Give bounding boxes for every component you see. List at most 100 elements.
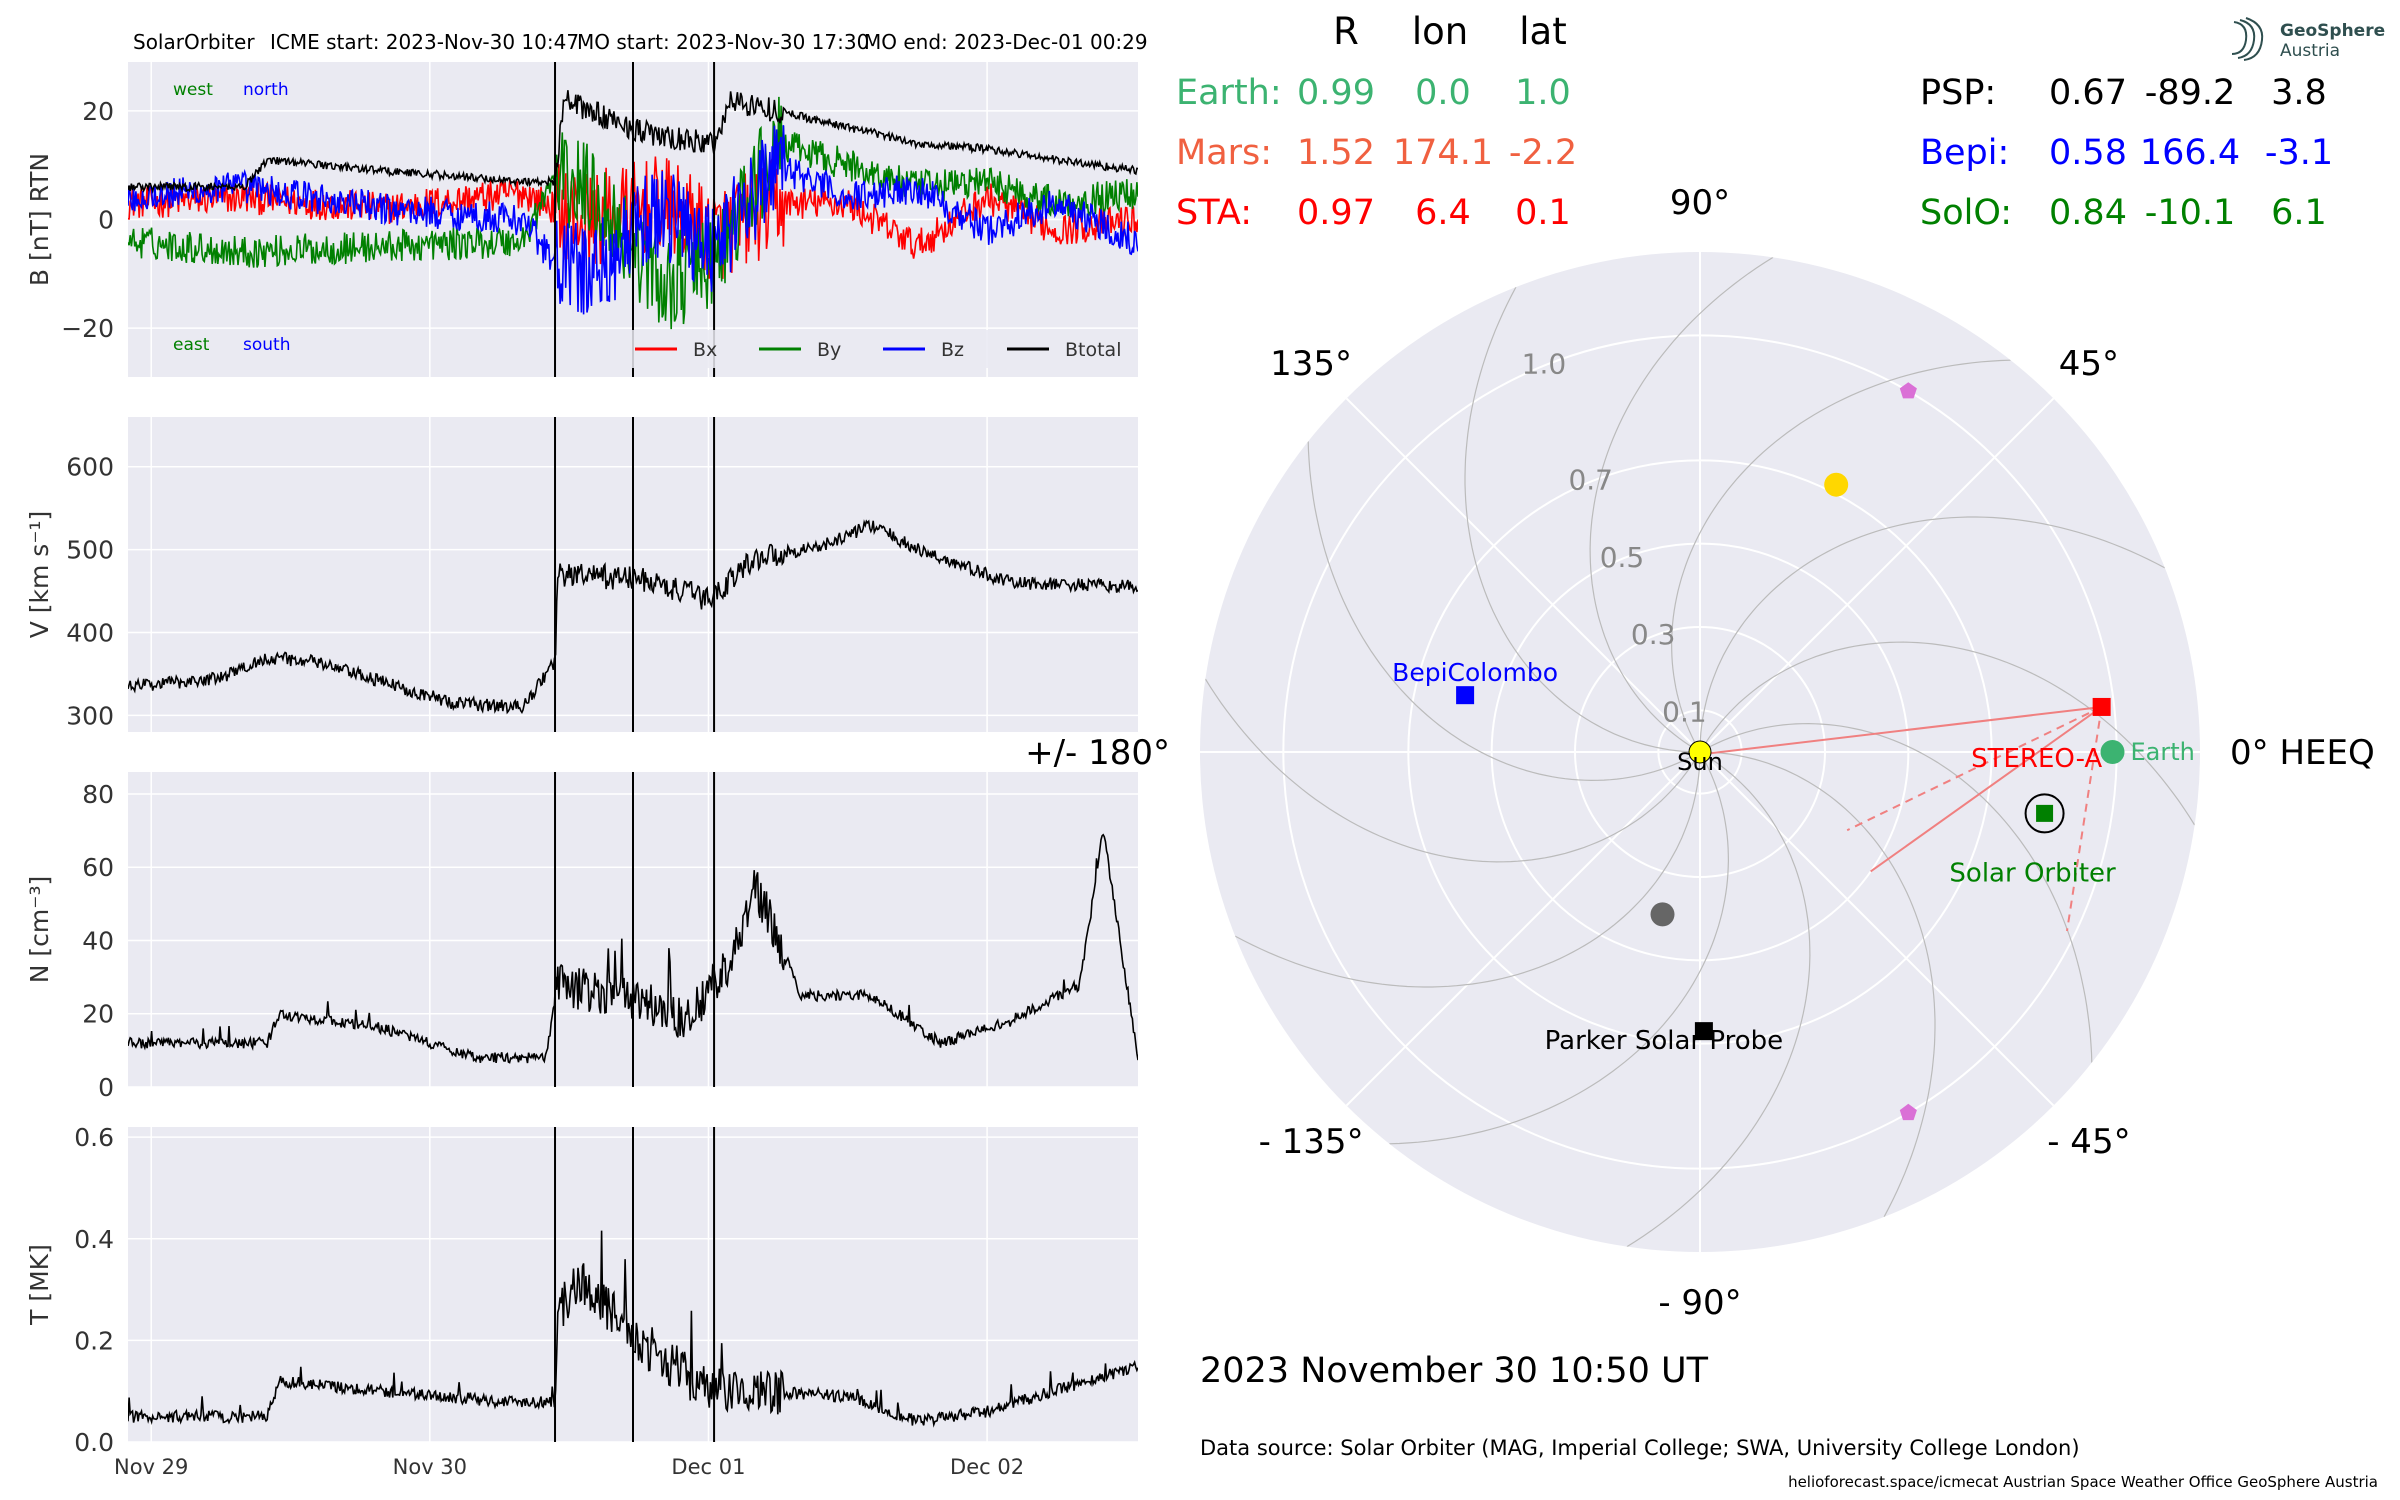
table-lat: -2.2 [1509, 133, 1577, 173]
body-marker-venus [1824, 472, 1849, 497]
parker-spiral-line [1464, 286, 1701, 753]
timeseries-panels: −20 0 20 B [nT] RTN west north east south Bx By Bz… [25, 62, 1138, 1479]
y-axis-label: T [MK] [25, 1244, 54, 1326]
legend-box [628, 330, 1126, 368]
y-tick-label: 400 [66, 619, 114, 648]
table-lat: 3.8 [2271, 73, 2327, 113]
y-axis-label: V [km s⁻¹] [25, 511, 54, 639]
body-marker-parker-solar-probe [1694, 1022, 1713, 1041]
theta-label: - 135° [1259, 1122, 1364, 1162]
y-tick-label: 500 [66, 536, 114, 565]
sta-fov-lines [1708, 705, 2103, 932]
body-marker-sun [1688, 740, 1712, 764]
table-header-lon: lon [1412, 10, 1468, 53]
parker-spiral-line [1699, 751, 1936, 1218]
x-tick-label: Dec 01 [671, 1455, 745, 1479]
y-tick-label: −20 [61, 314, 114, 343]
parker-spiral-line [1204, 678, 1701, 863]
legend-label-by: By [817, 339, 841, 361]
annotation-east: east [173, 335, 210, 355]
table-lat: 1.0 [1515, 73, 1571, 113]
b-legend: Bx By Bz Btotal [628, 330, 1126, 368]
y-tick-label: 0 [98, 1073, 114, 1102]
parker-spiral-line [1234, 751, 1701, 988]
sta-fov-dashed-line [2066, 706, 2103, 932]
body-marker-stereo-a [2092, 697, 2111, 716]
body-label-bepicolombo: BepiColombo [1392, 658, 1558, 687]
table-lon: 0.0 [1415, 73, 1471, 113]
y-tick-label: 600 [66, 453, 114, 482]
r-tick-label: 0.3 [1631, 618, 1676, 651]
body-marker-earth [2100, 740, 2125, 764]
body-label-stereo-a: STEREO-A [1971, 744, 2102, 774]
sta-fov-line [1708, 705, 2102, 755]
table-name: STA: [1176, 193, 1252, 233]
mo-start-label: MO start: 2023-Nov-30 17:30 [577, 30, 869, 54]
table-name: PSP: [1920, 73, 1996, 113]
y-tick-label: 0 [98, 206, 114, 235]
theta-label: - 45° [2047, 1122, 2130, 1162]
timeseries-panel-1: −20 0 20 B [nT] RTN west north east south Bx By Bz… [25, 62, 1138, 377]
table-lat: -3.1 [2265, 133, 2333, 173]
plot-timestamp: 2023 November 30 10:50 UT [1200, 1351, 1709, 1391]
logo-line2: Austria [2280, 41, 2340, 61]
logo-line1: GeoSphere [2280, 21, 2385, 41]
table-header-r: R [1333, 10, 1359, 53]
table-r: 1.52 [1297, 133, 1375, 173]
parker-spiral-line [1307, 441, 1701, 782]
spacecraft-name: SolarOrbiter [133, 30, 255, 54]
table-r: 0.84 [2049, 193, 2127, 233]
table-r: 0.58 [2049, 133, 2127, 173]
y-tick-label: 60 [82, 853, 114, 882]
timeseries-panel-2: 300 400 500 600 V [km s⁻¹] [25, 417, 1138, 732]
table-lat: 6.1 [2271, 193, 2327, 233]
y-tick-label: 300 [66, 701, 114, 730]
parker-spiral-line [1699, 722, 2093, 1063]
y-tick-label: 0.2 [74, 1326, 114, 1355]
body-label-earth: Earth [2131, 738, 2195, 766]
table-name: Bepi: [1920, 133, 2009, 173]
table-name: SolO: [1920, 193, 2012, 233]
table-r: 0.99 [1297, 73, 1375, 113]
parker-spiral-line [1699, 516, 2166, 753]
sta-fov-dashed-line [1846, 706, 2103, 832]
body-label-solar-orbiter: Solar Orbiter [1949, 858, 2116, 888]
body-marker-solar-orbiter [2036, 804, 2054, 822]
icme-start-label: ICME start: 2023-Nov-30 10:47 [270, 30, 579, 54]
y-tick-label: 0.4 [74, 1225, 114, 1254]
body-marker-l4 [1899, 382, 1917, 399]
table-name: Mars: [1176, 133, 1272, 173]
geosphere-swirl-icon [2231, 17, 2264, 61]
theta-grid-line [1699, 397, 2055, 753]
theta-grid-line [1345, 751, 1701, 1107]
legend-label-btotal: Btotal [1065, 339, 1121, 361]
y-tick-label: 20 [82, 1000, 114, 1029]
x-tick-label: Nov 29 [114, 1455, 188, 1479]
geosphere-logo: GeoSphere Austria [2226, 14, 2396, 62]
y-tick-label: 0.6 [74, 1123, 114, 1152]
parker-spiral-line [1589, 256, 1774, 753]
annotation-north: north [243, 80, 289, 100]
table-lon: -89.2 [2145, 73, 2236, 113]
body-marker-bepicolombo [1456, 686, 1475, 705]
solo-highlight-ring [2024, 793, 2065, 834]
parker-spiral-line [1699, 641, 2196, 826]
sta-fov-line [1870, 706, 2103, 873]
body-marker-l5 [1899, 1103, 1917, 1121]
table-lat: 0.1 [1515, 193, 1571, 233]
theta-label: 0° HEEQ [2230, 733, 2375, 773]
r-tick-label: 0.7 [1568, 464, 1613, 497]
table-name: Earth: [1176, 73, 1282, 113]
legend-label-bx: Bx [693, 339, 717, 361]
theta-label: 90° [1670, 183, 1730, 223]
y-tick-label: 80 [82, 780, 114, 809]
parker-spiral-line [1626, 751, 1811, 1248]
x-tick-label: Dec 02 [950, 1455, 1024, 1479]
parker-spiral-line [1389, 751, 1730, 1145]
credits-note: helioforecast.space/icmecat Austrian Spa… [1788, 1473, 2378, 1491]
body-marker-mercury [1650, 902, 1675, 927]
table-lon: -10.1 [2145, 193, 2236, 233]
theta-grid-line [1345, 397, 1701, 753]
polar-orbit-plot: 0.1 0.3 0.5 0.7 1.0 0° HEEQ 45° 90° 135° +/- 180°… [1025, 183, 2375, 1323]
